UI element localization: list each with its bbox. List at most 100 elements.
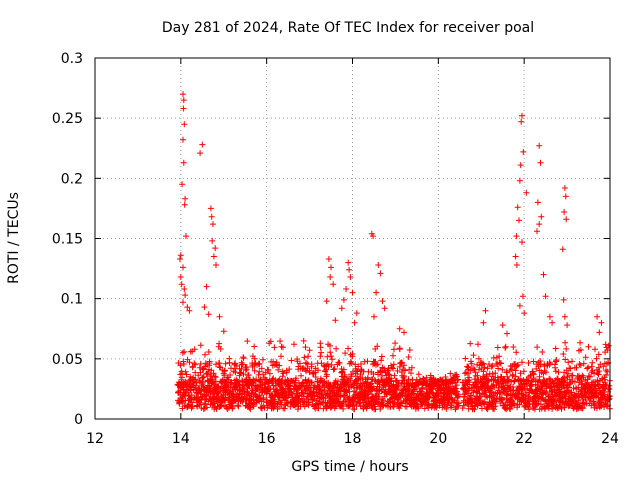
data-point [251, 343, 258, 350]
data-point [526, 406, 532, 413]
data-point [470, 365, 477, 372]
data-point [342, 350, 349, 357]
data-point [558, 405, 565, 412]
data-point [251, 355, 258, 362]
data-point [317, 344, 324, 351]
data-point [602, 381, 609, 388]
data-point [267, 338, 274, 345]
data-point [408, 364, 415, 371]
data-point [336, 360, 343, 366]
data-point [351, 406, 358, 413]
data-point [508, 366, 515, 373]
data-point [536, 142, 543, 149]
data-point [265, 366, 272, 373]
data-point [546, 361, 553, 368]
data-point [396, 346, 403, 353]
y-tick-label: 0.05 [52, 352, 83, 368]
data-point [379, 298, 386, 305]
data-point [596, 382, 602, 389]
data-point [517, 370, 524, 377]
data-point [250, 403, 257, 410]
data-point [466, 379, 473, 386]
data-point [492, 403, 499, 410]
data-point [179, 349, 186, 356]
data-point [323, 298, 330, 305]
x-tick-label: 18 [344, 431, 362, 447]
data-point [402, 367, 409, 374]
data-point [585, 343, 592, 350]
data-point [552, 345, 559, 352]
data-point [191, 346, 198, 353]
data-point [534, 228, 540, 235]
data-point [593, 355, 600, 362]
data-point [516, 401, 523, 408]
data-point [183, 371, 190, 378]
data-point [405, 354, 412, 360]
data-point [256, 360, 263, 367]
data-point [401, 329, 407, 336]
data-point [391, 400, 398, 407]
data-point [208, 213, 215, 220]
data-point [381, 305, 388, 312]
data-point [271, 344, 278, 351]
data-point [260, 394, 267, 401]
data-point [561, 209, 568, 215]
data-point [549, 319, 556, 326]
data-point [300, 391, 307, 397]
data-point [259, 356, 266, 363]
x-tick-label: 24 [601, 431, 619, 447]
data-point [480, 368, 487, 375]
data-point [563, 216, 570, 223]
data-point [561, 185, 568, 191]
data-point [585, 364, 592, 371]
data-point [507, 391, 514, 398]
chart-title: Day 281 of 2024, Rate Of TEC Index for r… [162, 20, 534, 36]
data-point [177, 274, 184, 280]
data-point [235, 403, 242, 410]
data-point [603, 372, 610, 378]
data-point [377, 270, 384, 277]
data-point [519, 112, 525, 119]
data-point [462, 355, 469, 362]
data-point [604, 368, 611, 375]
data-point [222, 367, 228, 374]
data-point [518, 118, 525, 125]
data-point [234, 402, 241, 409]
data-point [291, 341, 297, 348]
data-point [328, 264, 334, 271]
data-point [197, 150, 204, 157]
data-point [491, 406, 498, 413]
data-point [266, 370, 273, 377]
axis-ticks [94, 57, 611, 420]
data-point [197, 342, 204, 349]
data-point [181, 201, 188, 208]
data-point [555, 369, 562, 376]
data-point [280, 344, 286, 351]
data-point [315, 367, 321, 374]
data-point [474, 361, 481, 368]
data-point [374, 361, 381, 368]
data-point [513, 349, 520, 356]
data-point [286, 366, 293, 373]
data-point [516, 302, 523, 309]
data-point [564, 322, 571, 329]
data-point [323, 371, 330, 378]
data-point [391, 346, 397, 353]
data-point [415, 405, 422, 412]
data-point [335, 378, 341, 385]
data-point [308, 379, 315, 386]
data-point [179, 370, 186, 377]
data-point [482, 307, 489, 314]
data-point [340, 366, 347, 373]
data-point [330, 383, 337, 390]
data-point [275, 366, 282, 373]
data-point [443, 405, 450, 412]
data-point [413, 385, 420, 392]
data-point [453, 382, 460, 389]
data-point [217, 346, 224, 352]
data-point [519, 293, 526, 300]
data-point [540, 370, 547, 377]
data-point [565, 370, 572, 377]
data-point [306, 347, 313, 354]
data-point [200, 378, 206, 385]
